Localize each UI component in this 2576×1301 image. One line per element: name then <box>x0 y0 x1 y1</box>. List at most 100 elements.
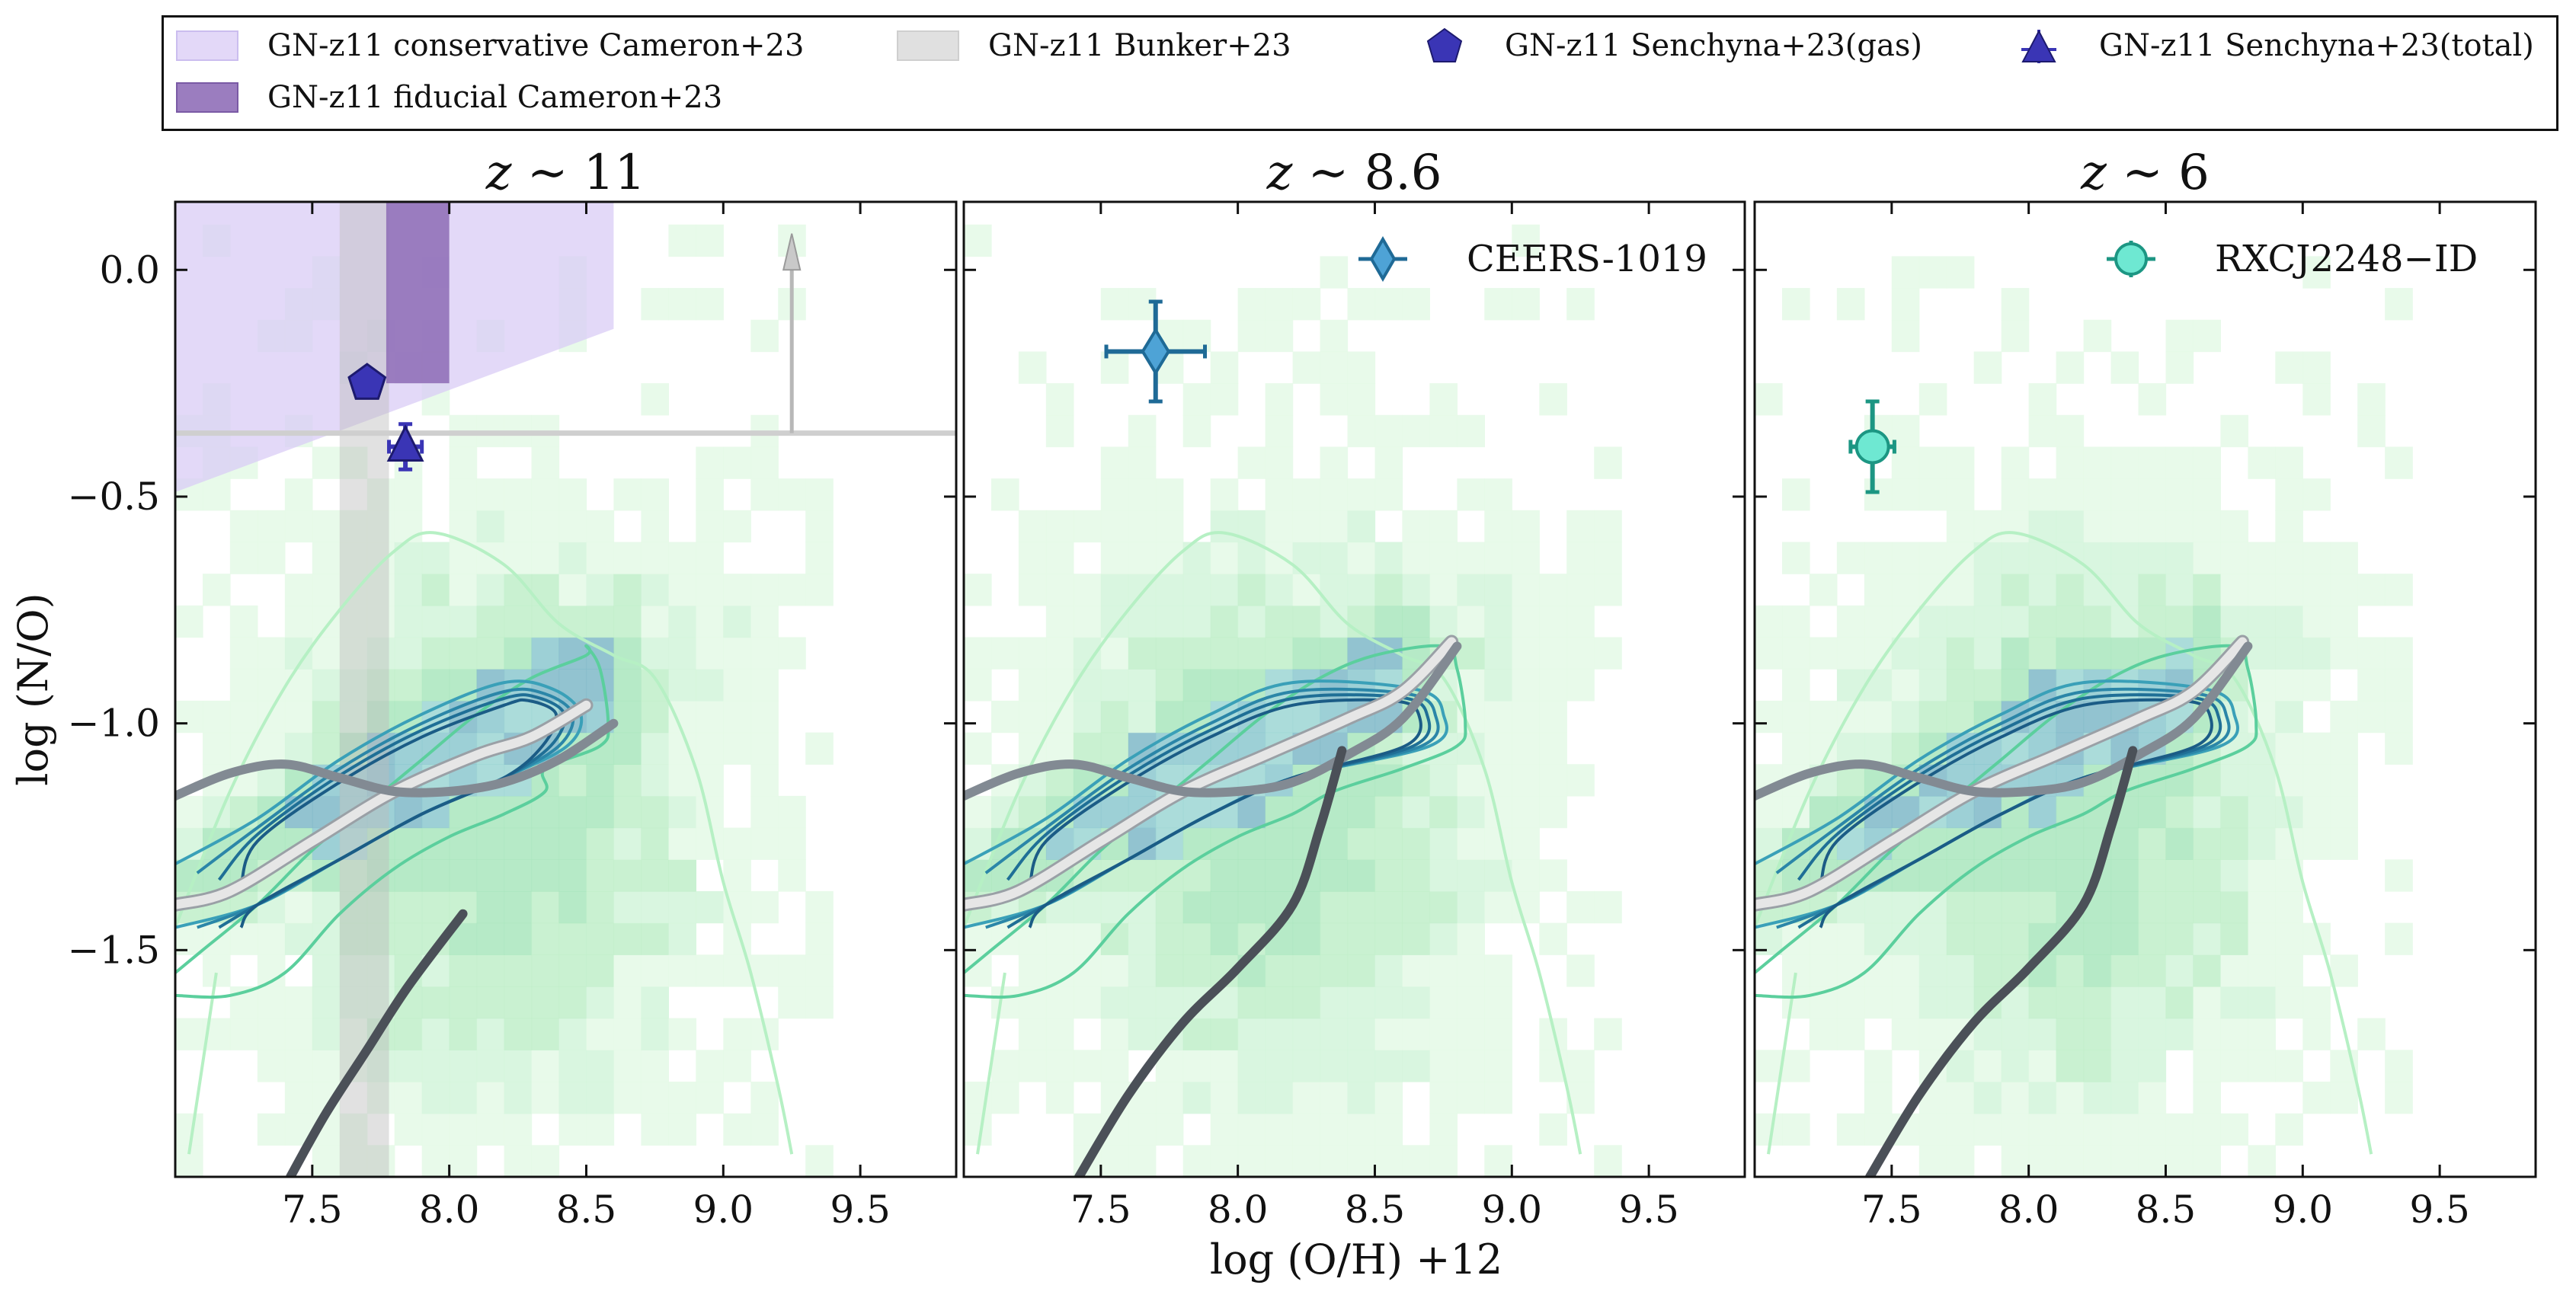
density-cell <box>750 478 779 511</box>
density-cell <box>1320 1050 1349 1082</box>
density-cell <box>723 1050 751 1082</box>
density-cell <box>1946 890 1975 924</box>
density-cell <box>613 954 642 987</box>
density-cell <box>1073 1050 1102 1082</box>
density-cell <box>586 986 615 1019</box>
density-cell <box>1484 1050 1512 1082</box>
density-cell <box>257 669 286 702</box>
legend-label: GN-z11 fiducial Cameron+23 <box>267 80 723 115</box>
density-cell <box>449 1050 478 1082</box>
density-cell <box>1182 1082 1211 1114</box>
density-cell <box>1100 605 1129 638</box>
density-cell <box>723 574 751 606</box>
density-cell <box>1210 605 1239 638</box>
density-cell <box>1237 288 1266 321</box>
density-cell <box>339 954 368 987</box>
density-cell <box>366 1050 395 1082</box>
density-cell <box>531 510 560 543</box>
density-cell <box>1836 986 1865 1019</box>
density-cell <box>1128 954 1157 987</box>
density-cell <box>284 700 313 734</box>
density-cell <box>421 859 450 892</box>
density-cell <box>2165 446 2194 479</box>
density-cell <box>1374 542 1403 574</box>
density-cell <box>531 954 560 987</box>
density-cell <box>2110 1113 2139 1146</box>
density-cell <box>1782 542 1810 574</box>
density-cell <box>2275 1113 2303 1146</box>
model-track-grey <box>1755 641 2253 801</box>
density-cell <box>1128 605 1157 638</box>
data-point-pentagon <box>347 363 387 400</box>
density-cell <box>1973 510 2002 543</box>
legend-swatch-fiducial <box>176 82 238 113</box>
density-cell <box>696 700 724 734</box>
density-cell <box>2001 510 2030 543</box>
density-cell <box>586 574 615 606</box>
density-cell <box>531 1145 560 1177</box>
density-cell <box>1755 1113 1783 1146</box>
density-cell <box>1347 542 1376 574</box>
density-cell <box>1512 795 1540 829</box>
density-cell <box>2302 827 2331 860</box>
density-cell <box>366 574 395 606</box>
data-point-diamond <box>1104 299 1207 404</box>
density-cell <box>339 700 368 734</box>
density-cell <box>641 542 669 574</box>
density-cell <box>750 732 779 765</box>
density-cell <box>1484 510 1512 543</box>
density-cell <box>2056 637 2085 670</box>
density-cell <box>1946 1082 1975 1114</box>
density-cell <box>1891 954 1920 987</box>
density-cell <box>558 669 587 702</box>
density-cell <box>1128 700 1157 734</box>
density-cell <box>257 542 286 574</box>
density-cell <box>1210 574 1239 606</box>
density-cell <box>1918 954 1947 987</box>
density-cell <box>668 859 696 892</box>
density-cell <box>476 890 505 924</box>
density-cell <box>476 1018 505 1050</box>
density-cell <box>696 478 724 511</box>
density-cell <box>1237 1145 1266 1177</box>
density-cell <box>1347 383 1376 416</box>
density-cell <box>2083 1113 2112 1146</box>
density-cell <box>805 890 834 924</box>
density-cell <box>2248 859 2276 892</box>
density-cell <box>394 1082 423 1114</box>
density-cell <box>641 890 669 924</box>
density-cell <box>1836 637 1865 670</box>
density-cell <box>1292 986 1321 1019</box>
density-cell <box>1946 1145 1975 1177</box>
model-track-dark <box>286 909 468 1177</box>
density-cell <box>1429 1113 1458 1146</box>
density-cell <box>1429 383 1458 416</box>
density-cell <box>1594 542 1622 574</box>
density-cell <box>1429 1145 1458 1177</box>
density-cell <box>2165 351 2194 384</box>
density-cell <box>696 542 724 574</box>
density-cell <box>1265 1145 1294 1177</box>
density-cell <box>1946 256 1975 289</box>
density-cell <box>1128 669 1157 702</box>
density-cell <box>586 954 615 987</box>
density-cell <box>1018 954 1047 987</box>
density-cell <box>366 605 395 638</box>
density-cell <box>2193 1145 2221 1177</box>
density-cell <box>805 1145 834 1177</box>
density-cell <box>696 605 724 638</box>
density-cell <box>668 574 696 606</box>
density-cell <box>1836 605 1865 638</box>
density-cell <box>2110 922 2139 955</box>
density-cell <box>1045 1082 1074 1114</box>
density-cell <box>1018 922 1047 955</box>
density-cell <box>339 637 368 670</box>
density-cell <box>2385 700 2413 734</box>
density-cell <box>2110 351 2139 384</box>
density-cell <box>723 859 751 892</box>
density-cell <box>2220 510 2248 543</box>
density-cell <box>1374 1082 1403 1114</box>
density-cell <box>2302 351 2331 384</box>
density-cell <box>421 1113 450 1146</box>
density-cell <box>2193 319 2221 353</box>
